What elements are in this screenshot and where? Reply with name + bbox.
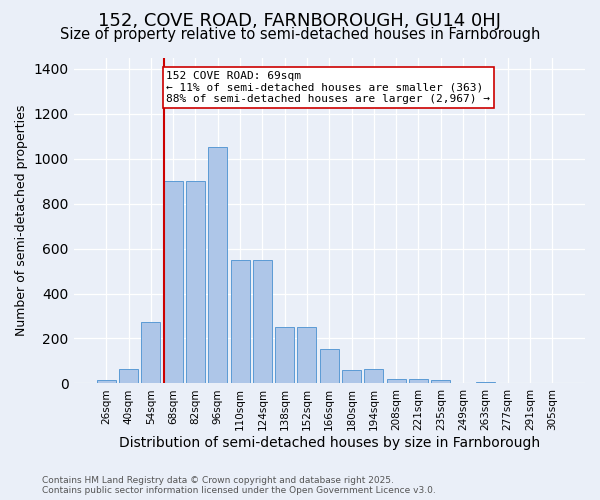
- Bar: [298, 328, 316, 384]
- Bar: [119, 369, 138, 384]
- Y-axis label: Number of semi-detached properties: Number of semi-detached properties: [15, 105, 28, 336]
- Bar: [97, 380, 116, 384]
- Bar: [476, 382, 495, 384]
- Bar: [364, 369, 383, 384]
- Bar: [431, 380, 450, 384]
- Text: Size of property relative to semi-detached houses in Farnborough: Size of property relative to semi-detach…: [60, 28, 540, 42]
- Text: 152 COVE ROAD: 69sqm
← 11% of semi-detached houses are smaller (363)
88% of semi: 152 COVE ROAD: 69sqm ← 11% of semi-detac…: [166, 71, 490, 104]
- Bar: [164, 181, 182, 384]
- Bar: [253, 260, 272, 384]
- Text: 152, COVE ROAD, FARNBOROUGH, GU14 0HJ: 152, COVE ROAD, FARNBOROUGH, GU14 0HJ: [98, 12, 502, 30]
- Bar: [386, 379, 406, 384]
- Bar: [320, 348, 339, 384]
- X-axis label: Distribution of semi-detached houses by size in Farnborough: Distribution of semi-detached houses by …: [119, 436, 540, 450]
- Bar: [230, 260, 250, 384]
- Bar: [409, 379, 428, 384]
- Bar: [186, 181, 205, 384]
- Bar: [208, 148, 227, 384]
- Text: Contains HM Land Registry data © Crown copyright and database right 2025.
Contai: Contains HM Land Registry data © Crown c…: [42, 476, 436, 495]
- Bar: [142, 322, 160, 384]
- Bar: [275, 328, 294, 384]
- Bar: [342, 370, 361, 384]
